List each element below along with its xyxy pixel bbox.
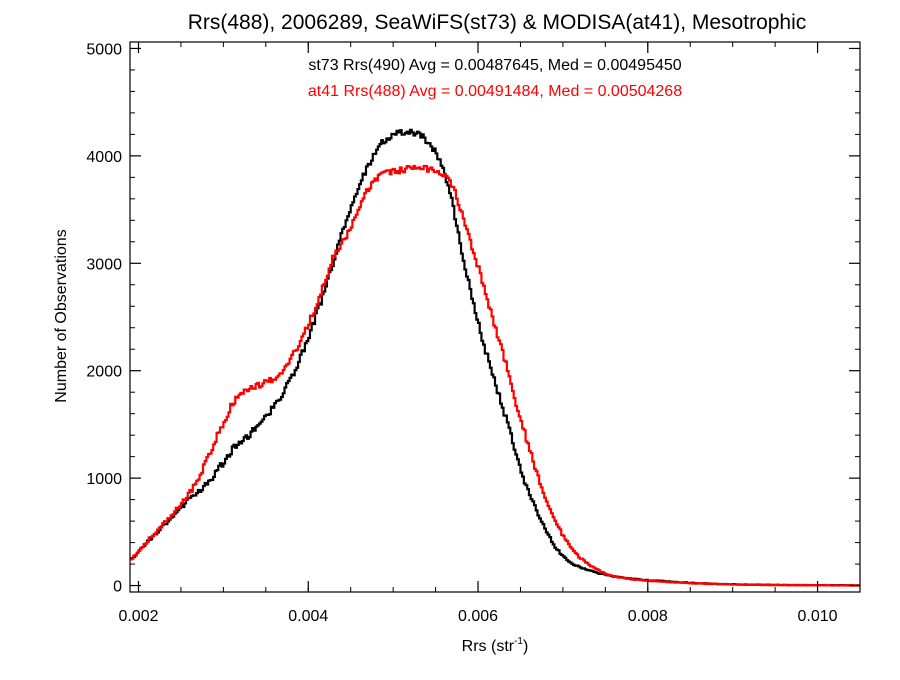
y-tick-label: 3000 (86, 256, 122, 273)
series-layer (130, 128, 860, 587)
x-axis-label-superscript: -1 (514, 636, 523, 647)
y-tick-label: 0 (113, 579, 122, 596)
axis-ticks: 0.002 0.004 0.006 0.008 0.010 0 1000 2000 3000 40… (86, 41, 861, 625)
y-tick-label: 2000 (86, 364, 122, 381)
x-tick-label: 0.004 (288, 608, 328, 625)
chart-title: Rrs(488), 2006289, SeaWiFS(st73) & MODIS… (188, 11, 807, 34)
x-tick-label: 0.010 (798, 608, 838, 625)
y-axis-label: Number of Observations (53, 229, 70, 402)
y-tick-label: 5000 (86, 41, 122, 58)
y-tick-label: 4000 (86, 149, 122, 166)
x-tick-label: 0.008 (628, 608, 668, 625)
legend-entry-st73: st73 Rrs(490) Avg = 0.00487645, Med = 0.… (308, 57, 681, 74)
x-axis-label-close: ) (523, 638, 528, 655)
plot-frame (129, 41, 861, 593)
x-tick-label: 0.002 (118, 608, 158, 625)
x-axis-label-base: Rrs (str (462, 638, 515, 655)
series-line-at41 (130, 164, 860, 587)
series-line-st73 (130, 128, 860, 587)
x-tick-label: 0.006 (458, 608, 498, 625)
legend-entry-at41: at41 Rrs(488) Avg = 0.00491484, Med = 0.… (308, 83, 682, 100)
y-tick-label: 1000 (86, 471, 122, 488)
x-axis-label: Rrs (str-1) (462, 636, 529, 655)
